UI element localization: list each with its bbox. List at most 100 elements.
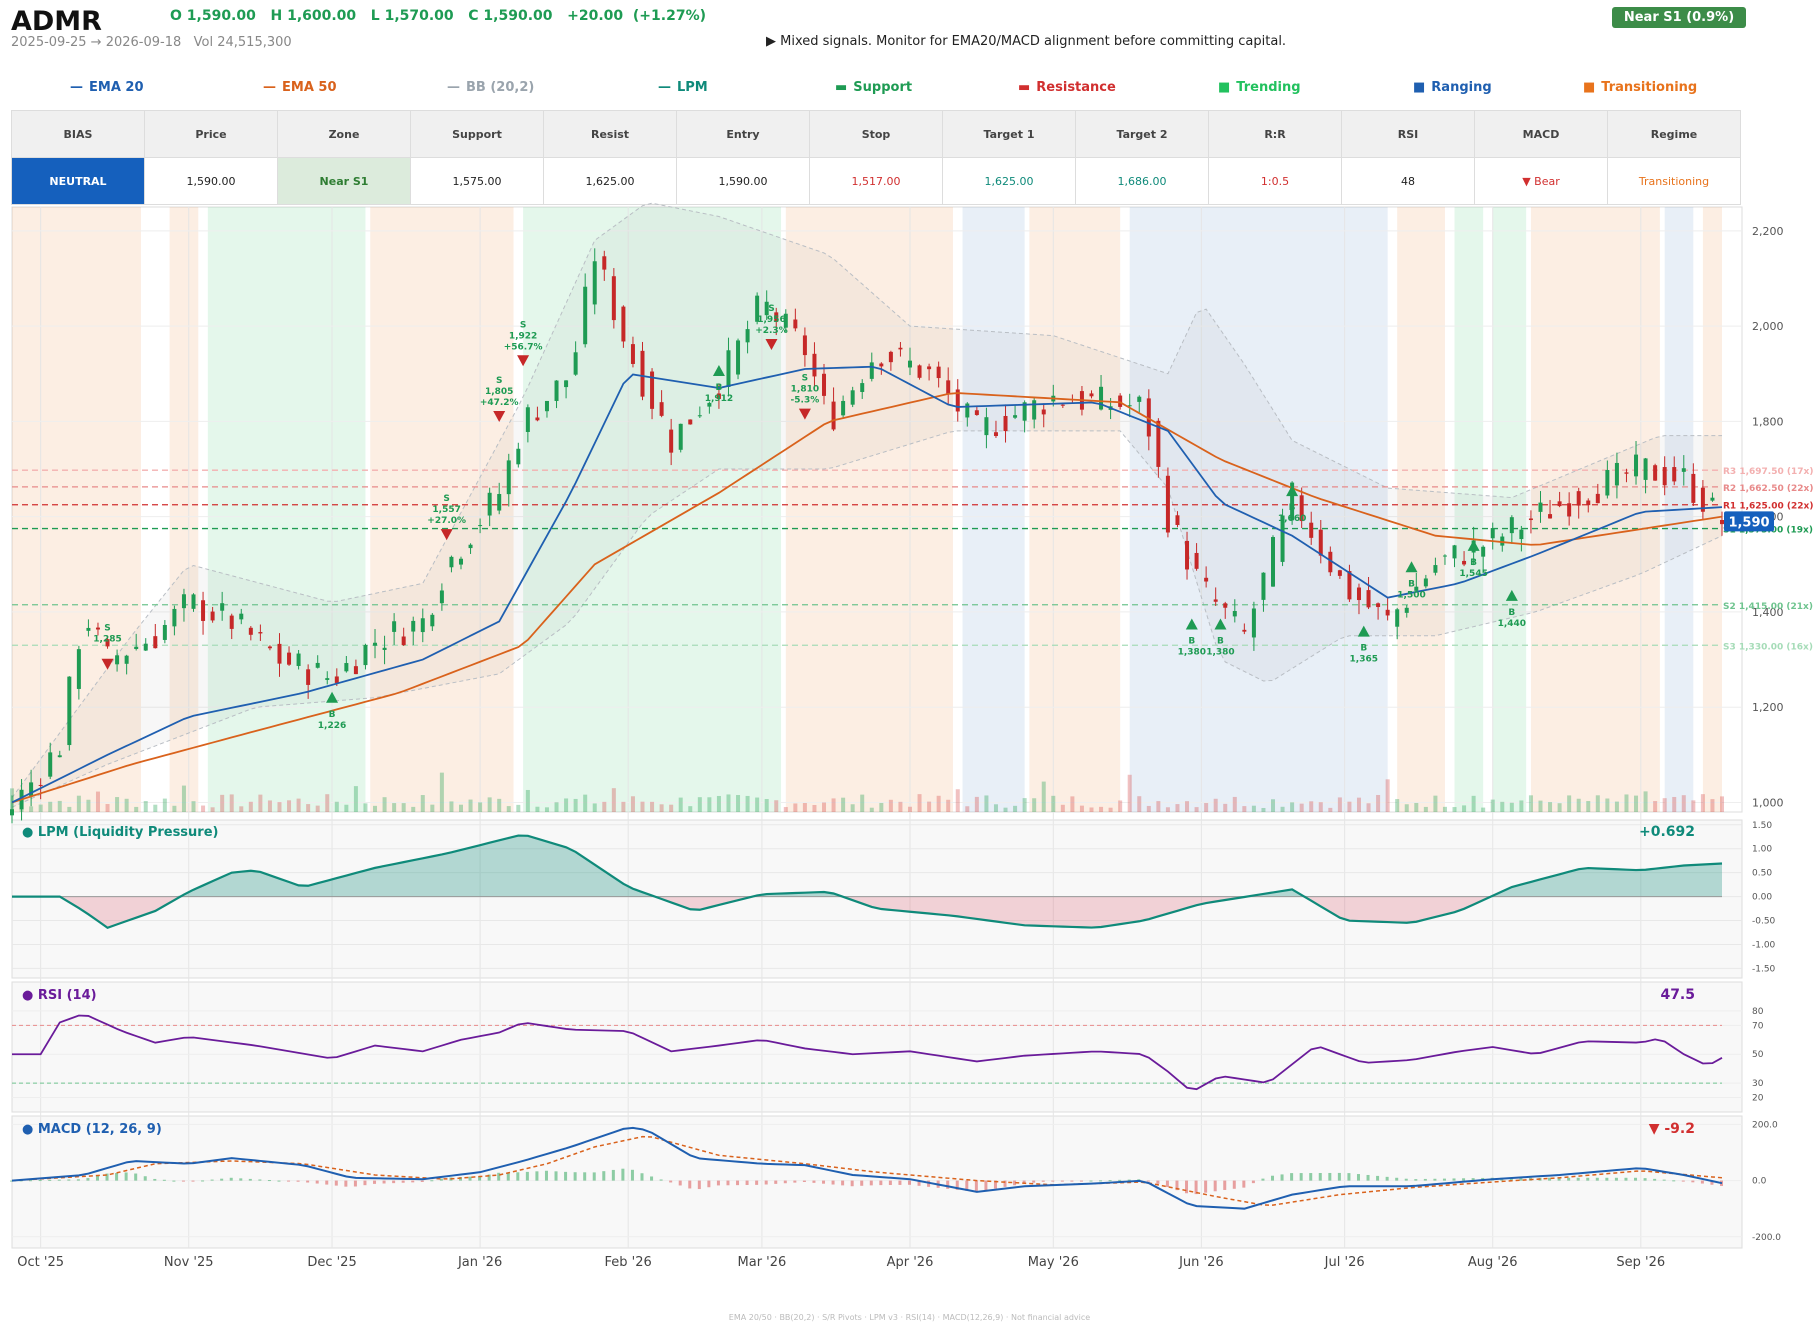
candle-body bbox=[277, 643, 282, 664]
signal-marker-b: B1,380 bbox=[1206, 618, 1235, 657]
macd-histogram-bar bbox=[822, 1180, 826, 1184]
volume-bar bbox=[401, 803, 406, 812]
table-value-zone: Near S1 bbox=[277, 157, 411, 205]
signal-type: S bbox=[443, 494, 449, 504]
macd-histogram-bar bbox=[583, 1172, 587, 1181]
candle-body bbox=[1022, 402, 1027, 421]
sell-triangle-icon bbox=[493, 410, 506, 422]
candle-body bbox=[10, 809, 14, 816]
candle-body bbox=[1710, 497, 1715, 501]
table-header-price: Price bbox=[144, 110, 278, 158]
rsi-value: 47.5 bbox=[1660, 987, 1695, 1003]
signal-marker-b: B1,440 bbox=[1498, 589, 1526, 629]
candle-body bbox=[812, 353, 817, 377]
candle-body bbox=[869, 362, 874, 379]
candle-body bbox=[630, 344, 635, 364]
macd-histogram-bar bbox=[1605, 1177, 1609, 1181]
candle-body bbox=[1328, 551, 1333, 573]
candle-body bbox=[1691, 473, 1696, 503]
level-label-s3: S3 1,330.00 (16x) bbox=[1723, 642, 1813, 652]
volume-bar bbox=[239, 806, 244, 812]
signal-marker-b: B1,380 bbox=[1178, 618, 1206, 657]
price-tag-box bbox=[1724, 511, 1774, 532]
candle-body bbox=[1213, 599, 1218, 602]
candle-body bbox=[602, 256, 607, 270]
table-value-rsi: 48 bbox=[1341, 157, 1475, 205]
candle-body bbox=[1290, 482, 1295, 521]
macd-histogram-bar bbox=[86, 1178, 90, 1181]
signal-price: 1,226 bbox=[318, 721, 346, 731]
volume-bar bbox=[602, 801, 607, 812]
volume-bar bbox=[1280, 806, 1285, 812]
macd-histogram-bar bbox=[134, 1173, 138, 1181]
x-tick-label: Aug '26 bbox=[1468, 1255, 1518, 1270]
signal-price: 1,380 bbox=[1206, 647, 1234, 657]
ticker-symbol: ADMR bbox=[11, 6, 102, 37]
candle-body bbox=[573, 352, 578, 375]
volume-bar bbox=[1290, 802, 1295, 812]
signal-type: B bbox=[1508, 608, 1515, 618]
y-tick-label: 1,400 bbox=[1752, 606, 1784, 619]
lpm-value: +0.692 bbox=[1639, 824, 1695, 840]
rsi-tick-label: 30 bbox=[1752, 1079, 1764, 1089]
macd-value: ▼ -9.2 bbox=[1649, 1121, 1695, 1137]
macd-histogram-bar bbox=[296, 1180, 300, 1182]
volume-bar bbox=[115, 797, 120, 812]
signal-marker-b: B1,660 bbox=[1278, 485, 1306, 524]
legend-label: Support bbox=[853, 80, 913, 95]
candle-body bbox=[1452, 545, 1457, 559]
volume-bar bbox=[573, 798, 578, 812]
volume-bar bbox=[1471, 795, 1476, 812]
level-label-r1: R1 1,625.00 (22x) bbox=[1723, 502, 1813, 512]
candle-body bbox=[124, 655, 129, 664]
macd-histogram-bar bbox=[1634, 1177, 1638, 1181]
signal-type: S bbox=[104, 624, 110, 634]
macd-histogram-bar bbox=[1643, 1178, 1647, 1181]
candle-body bbox=[888, 351, 893, 363]
candle-body bbox=[860, 383, 865, 392]
table-header-resist: Resist bbox=[543, 110, 677, 158]
candle-body bbox=[220, 603, 225, 611]
candle-body bbox=[1232, 610, 1237, 617]
macd-histogram-bar bbox=[76, 1179, 80, 1181]
macd-histogram-bar bbox=[1318, 1173, 1322, 1181]
macd-histogram-bar bbox=[115, 1173, 119, 1181]
signal-type: S bbox=[520, 320, 526, 330]
macd-histogram-bar bbox=[564, 1171, 568, 1181]
volume-bar bbox=[1003, 807, 1008, 812]
signal-price: 1,285 bbox=[93, 635, 121, 645]
volume-bar bbox=[95, 791, 100, 812]
candle-body bbox=[726, 350, 731, 388]
volume-bar bbox=[984, 795, 989, 812]
macd-histogram-bar bbox=[554, 1171, 558, 1181]
candle-body bbox=[1309, 522, 1314, 538]
signal-pct: +2.3% bbox=[755, 326, 788, 336]
table-value-stop: 1,517.00 bbox=[809, 157, 943, 205]
signal-type: B bbox=[1217, 636, 1224, 646]
volume-bar bbox=[535, 806, 540, 812]
macd-histogram-bar bbox=[315, 1180, 319, 1184]
candle-body bbox=[917, 365, 922, 378]
candle-body bbox=[1242, 629, 1247, 632]
signal-price: 1,440 bbox=[1498, 619, 1526, 629]
volume-bar bbox=[1013, 805, 1018, 812]
macd-histogram-bar bbox=[29, 1180, 33, 1182]
macd-histogram-bar bbox=[1290, 1173, 1294, 1181]
legend-swatch: ■ bbox=[1218, 80, 1231, 95]
volume-bar bbox=[325, 794, 330, 812]
macd-histogram-bar bbox=[1118, 1179, 1122, 1181]
macd-histogram-bar bbox=[1261, 1178, 1265, 1181]
volume-bar bbox=[544, 807, 549, 812]
macd-histogram-bar bbox=[678, 1180, 682, 1186]
table-header-entry: Entry bbox=[676, 110, 810, 158]
macd-histogram-bar bbox=[1108, 1180, 1112, 1182]
candle-body bbox=[1089, 393, 1094, 397]
volume-bar bbox=[1452, 807, 1457, 812]
table-header-regime: Regime bbox=[1607, 110, 1741, 158]
candle-body bbox=[1099, 386, 1104, 410]
table-header-zone: Zone bbox=[277, 110, 411, 158]
candle-body bbox=[621, 306, 626, 342]
signal-type: S bbox=[496, 376, 502, 386]
volume-bar bbox=[1519, 800, 1524, 812]
macd-histogram-bar bbox=[506, 1172, 510, 1181]
